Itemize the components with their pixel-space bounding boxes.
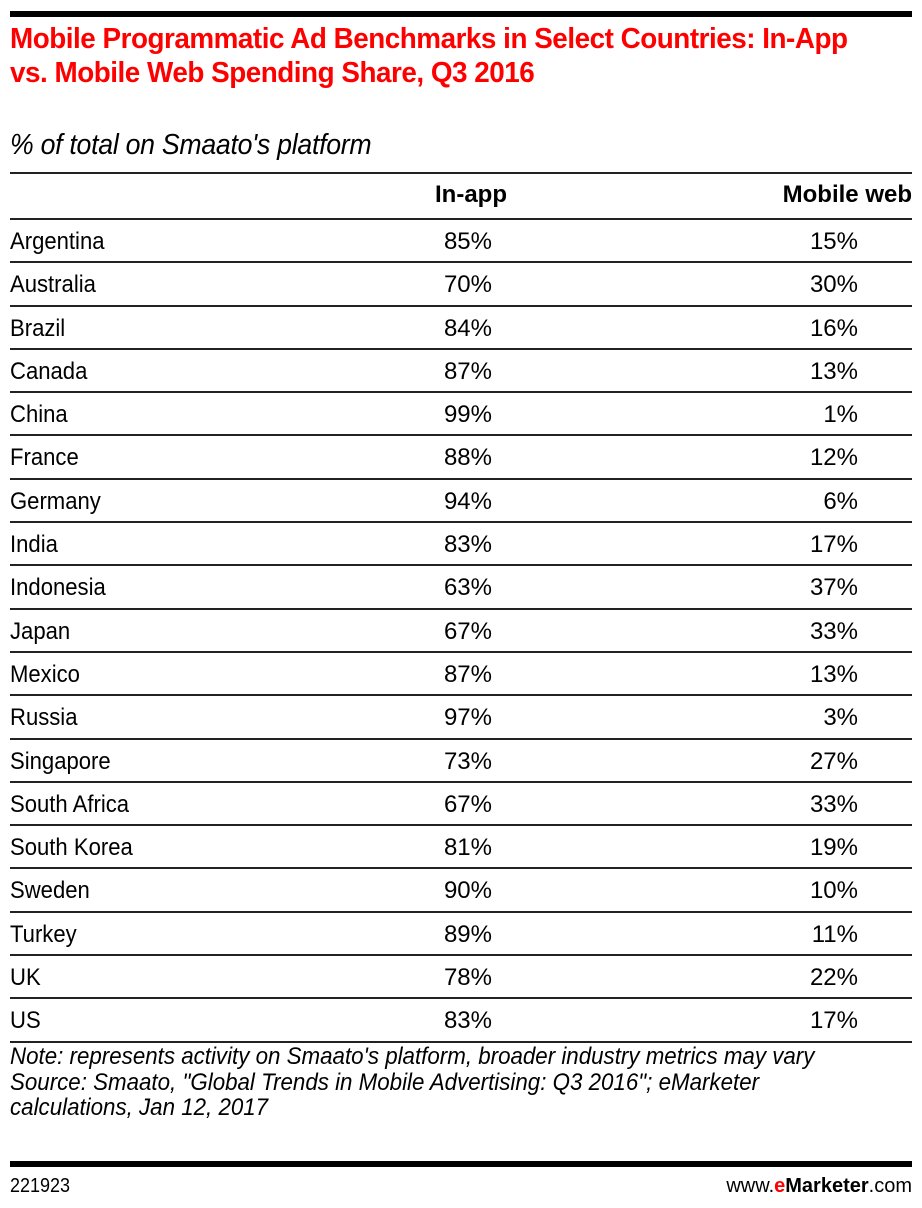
column-header-mobile-web: Mobile web: [782, 181, 912, 208]
brand-e-logo: e: [774, 1175, 786, 1197]
mobile-web-cell: 16%: [809, 314, 858, 342]
mobile-web-cell: 33%: [809, 617, 858, 645]
in-app-cell: 87%: [443, 357, 492, 385]
country-cell: Brazil: [10, 314, 66, 342]
country-cell: South Korea: [10, 834, 133, 862]
in-app-cell: 67%: [443, 617, 492, 645]
in-app-cell: 88%: [443, 444, 492, 472]
table-row: Germany 94% 6%: [10, 480, 912, 524]
mobile-web-cell: 13%: [809, 660, 858, 688]
mobile-web-cell: 17%: [809, 1007, 858, 1035]
mobile-web-cell: 15%: [809, 228, 858, 255]
table-row: France 88% 12%: [10, 436, 912, 480]
table-row: UK 78% 22%: [10, 956, 912, 1000]
country-cell: UK: [10, 964, 41, 992]
country-cell: Sweden: [10, 877, 90, 905]
mobile-web-cell: 19%: [809, 834, 858, 862]
in-app-cell: 94%: [443, 487, 492, 515]
in-app-cell: 63%: [443, 574, 492, 602]
mobile-web-cell: 6%: [823, 487, 858, 515]
mobile-web-cell: 10%: [809, 877, 858, 905]
table-row: US 83% 17%: [10, 999, 912, 1043]
data-table: Argentina 85% 15% Australia 70% 30% Brazil 84% 1…: [10, 220, 912, 1043]
in-app-cell: 97%: [443, 704, 492, 732]
brand-suffix: .com: [868, 1175, 912, 1197]
mobile-web-cell: 1%: [823, 401, 858, 429]
country-cell: Australia: [10, 271, 96, 299]
brand-prefix: www.: [726, 1175, 775, 1197]
table-row: Russia 97% 3%: [10, 696, 912, 740]
in-app-cell: 73%: [443, 747, 492, 775]
table-row: Singapore 73% 27%: [10, 740, 912, 783]
in-app-cell: 81%: [443, 834, 492, 862]
table-row: Japan 67% 33%: [10, 610, 912, 653]
country-cell: Mexico: [10, 660, 80, 688]
country-cell: India: [10, 531, 58, 559]
country-cell: Canada: [10, 357, 88, 385]
in-app-cell: 89%: [443, 920, 492, 948]
chart-subtitle: % of total on Smaato's platform: [10, 129, 372, 161]
table-header: In-app Mobile web: [10, 174, 912, 218]
in-app-cell: 87%: [443, 660, 492, 688]
top-divider: [10, 11, 912, 17]
country-cell: Japan: [10, 617, 71, 645]
source-text: Source: Smaato, "Global Trends in Mobile…: [10, 1068, 760, 1121]
country-cell: South Africa: [10, 790, 130, 818]
table-row: Canada 87% 13%: [10, 350, 912, 394]
country-cell: China: [10, 401, 68, 429]
table-row: Brazil 84% 16%: [10, 307, 912, 350]
country-cell: Turkey: [10, 920, 77, 948]
table-row: Indonesia 63% 37%: [10, 566, 912, 610]
country-cell: Argentina: [10, 228, 105, 255]
table-row: Argentina 85% 15%: [10, 220, 912, 264]
in-app-cell: 85%: [443, 228, 492, 255]
table-row: South Korea 81% 19%: [10, 826, 912, 870]
in-app-cell: 83%: [443, 531, 492, 559]
notes-block: Note: represents activity on Smaato's pl…: [10, 1044, 849, 1121]
table-row: Sweden 90% 10%: [10, 869, 912, 913]
in-app-cell: 70%: [443, 271, 492, 299]
mobile-web-cell: 3%: [823, 704, 858, 732]
mobile-web-cell: 33%: [809, 790, 858, 818]
header-top-divider: [10, 172, 912, 174]
mobile-web-cell: 13%: [809, 357, 858, 385]
mobile-web-cell: 22%: [809, 964, 858, 992]
table-row: South Africa 67% 33%: [10, 783, 912, 827]
mobile-web-cell: 27%: [809, 747, 858, 775]
in-app-cell: 78%: [443, 964, 492, 992]
in-app-cell: 99%: [443, 401, 492, 429]
mobile-web-cell: 11%: [811, 920, 858, 948]
country-cell: Singapore: [10, 747, 111, 775]
country-cell: US: [10, 1007, 41, 1035]
brand-name: Marketer: [785, 1175, 869, 1197]
table-row: Australia 70% 30%: [10, 263, 912, 307]
mobile-web-cell: 30%: [809, 271, 858, 299]
table-row: Mexico 87% 13%: [10, 653, 912, 697]
bottom-divider: [10, 1161, 912, 1167]
header-bottom-divider: [10, 218, 912, 220]
note-text: Note: represents activity on Smaato's pl…: [10, 1043, 815, 1070]
in-app-cell: 90%: [443, 877, 492, 905]
mobile-web-cell: 17%: [809, 531, 858, 559]
mobile-web-cell: 37%: [809, 574, 858, 602]
brand-link[interactable]: www.eMarketer.com: [726, 1174, 912, 1198]
in-app-cell: 83%: [443, 1007, 492, 1035]
table-row: China 99% 1%: [10, 393, 912, 437]
column-header-in-app: In-app: [435, 181, 507, 208]
country-cell: France: [10, 444, 79, 472]
in-app-cell: 84%: [443, 314, 492, 342]
country-cell: Indonesia: [10, 574, 106, 602]
in-app-cell: 67%: [443, 790, 492, 818]
country-cell: Russia: [10, 704, 78, 732]
table-row: Turkey 89% 11%: [10, 913, 912, 957]
chart-title: Mobile Programmatic Ad Benchmarks in Sel…: [10, 23, 848, 89]
chart-id: 221923: [10, 1175, 71, 1197]
table-row: India 83% 17%: [10, 523, 912, 567]
country-cell: Germany: [10, 487, 101, 515]
mobile-web-cell: 12%: [809, 444, 858, 472]
